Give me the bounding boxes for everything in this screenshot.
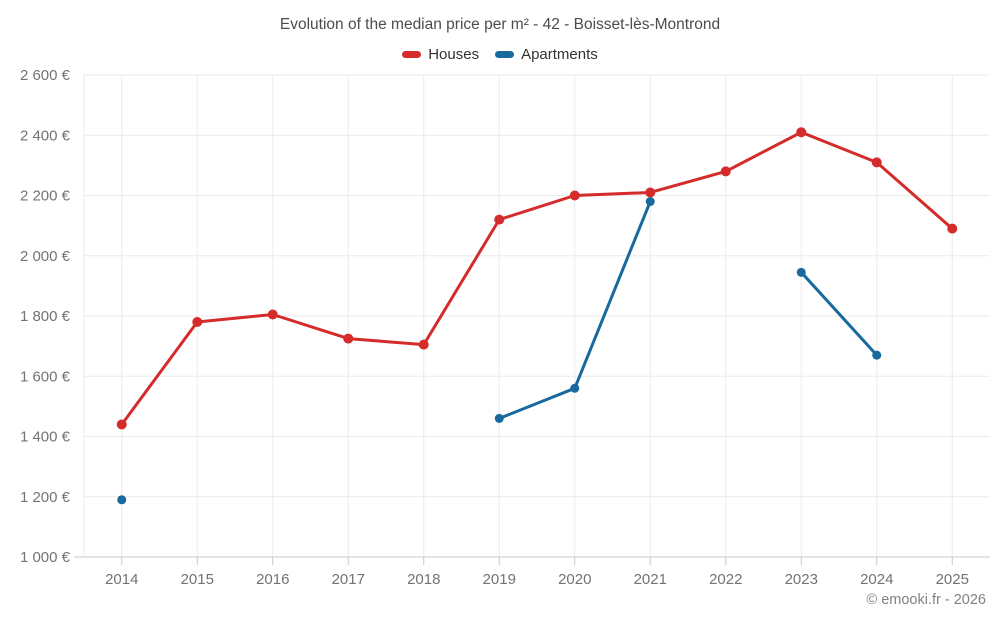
apartments-data-point	[117, 495, 127, 505]
svg-text:2021: 2021	[634, 571, 667, 588]
svg-text:2016: 2016	[256, 571, 289, 588]
series-apartments	[117, 197, 882, 505]
legend-item-houses[interactable]: Houses	[402, 46, 479, 63]
svg-text:2014: 2014	[105, 571, 138, 588]
svg-text:1 200 €: 1 200 €	[20, 489, 71, 506]
houses-data-point	[116, 419, 127, 430]
svg-text:2 400 €: 2 400 €	[20, 127, 71, 144]
houses-data-point	[343, 333, 354, 344]
series-houses	[116, 127, 958, 430]
houses-data-point	[947, 223, 958, 234]
houses-data-point	[267, 309, 278, 320]
houses-data-point	[645, 187, 656, 198]
svg-text:2 600 €: 2 600 €	[20, 67, 71, 84]
svg-text:1 000 €: 1 000 €	[20, 549, 71, 566]
chart-title: Evolution of the median price per m² - 4…	[279, 16, 721, 33]
houses-data-point	[569, 190, 580, 201]
x-axis-labels: 2014 2015 2016 2017 2018 2019 2020 2021 2022 2023…	[105, 571, 969, 588]
apartments-data-point	[872, 350, 882, 360]
svg-text:2015: 2015	[181, 571, 214, 588]
houses-data-point	[192, 317, 203, 328]
svg-text:2025: 2025	[936, 571, 969, 588]
svg-text:2022: 2022	[709, 571, 742, 588]
svg-text:2019: 2019	[483, 571, 516, 588]
svg-text:2 200 €: 2 200 €	[20, 188, 71, 205]
apartments-series-marker-icon	[495, 51, 515, 58]
apartments-data-point	[645, 197, 655, 207]
legend-label-apartments: Apartments	[521, 46, 598, 63]
chart-legend: Houses Apartments	[0, 46, 1000, 63]
svg-text:2023: 2023	[785, 571, 818, 588]
svg-text:2 000 €: 2 000 €	[20, 248, 71, 265]
gridlines	[83, 74, 990, 557]
apartments-data-point	[494, 413, 504, 423]
houses-data-point	[720, 166, 731, 177]
svg-text:2024: 2024	[860, 571, 893, 588]
legend-item-apartments[interactable]: Apartments	[495, 46, 598, 63]
x-axis-ticks	[121, 557, 953, 565]
houses-data-point	[796, 127, 807, 138]
svg-text:2018: 2018	[407, 571, 440, 588]
houses-data-point	[494, 214, 505, 225]
svg-text:2020: 2020	[558, 571, 591, 588]
apartments-data-point	[570, 383, 580, 393]
apartments-data-point	[796, 267, 806, 277]
svg-text:1 600 €: 1 600 €	[20, 368, 71, 385]
y-axis-labels: 1 000 € 1 200 € 1 400 € 1 600 € 1 800 € 2 000…	[20, 67, 71, 566]
copyright-footer: © emooki.fr - 2026	[866, 592, 986, 608]
houses-data-point	[418, 339, 429, 350]
svg-text:2017: 2017	[332, 571, 365, 588]
houses-data-point	[871, 157, 882, 168]
legend-label-houses: Houses	[428, 46, 480, 63]
houses-series-marker-icon	[402, 51, 422, 58]
svg-text:1 800 €: 1 800 €	[20, 308, 71, 325]
svg-text:1 400 €: 1 400 €	[20, 429, 71, 446]
